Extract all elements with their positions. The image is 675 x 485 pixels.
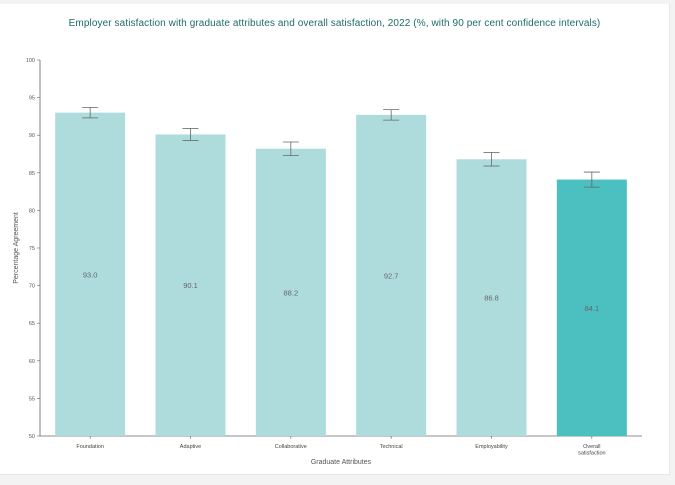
y-tick-label: 100	[26, 58, 35, 64]
data-label: 84.1	[585, 304, 600, 313]
x-tick-label: Foundation	[76, 444, 104, 450]
data-label: 93.0	[83, 270, 98, 279]
x-tick-label: satisfaction	[578, 451, 606, 457]
chart-title: Employer satisfaction with graduate attr…	[68, 18, 601, 29]
y-tick-label: 60	[29, 359, 35, 365]
data-label: 92.7	[384, 271, 399, 280]
y-tick-label: 80	[29, 208, 35, 214]
chart-card: Employer satisfaction with graduate attr…	[0, 4, 670, 475]
bar	[456, 159, 527, 436]
bar-chart: 50 55 60 65 70 75 80 85 90 95 100 Percentage Agreem…	[13, 58, 642, 466]
data-label: 90.1	[183, 281, 198, 290]
y-tick-label: 75	[29, 246, 35, 252]
y-tick-label: 70	[29, 284, 35, 290]
y-tick-label: 85	[29, 171, 35, 177]
y-tick-label: 55	[29, 396, 35, 402]
x-tick-label: Collaborative	[275, 444, 307, 450]
y-tick-label: 50	[29, 434, 35, 440]
bar	[155, 134, 226, 436]
bar	[356, 114, 427, 436]
x-axis-title: Graduate Attributes	[311, 459, 372, 466]
bar	[556, 179, 627, 436]
bar	[255, 148, 326, 436]
y-tick-label: 90	[29, 133, 35, 139]
data-label: 88.2	[284, 288, 299, 297]
bar	[55, 112, 126, 436]
x-tick-label: Employability	[475, 444, 508, 450]
y-tick-label: 95	[29, 96, 35, 102]
x-tick-label: Technical	[380, 444, 403, 450]
x-tick-label: Overall	[583, 444, 600, 450]
data-label: 86.8	[484, 294, 499, 303]
y-tick-label: 65	[29, 321, 35, 327]
x-tick-label: Adaptive	[180, 444, 201, 450]
y-axis-title: Percentage Agreement	[13, 212, 20, 284]
